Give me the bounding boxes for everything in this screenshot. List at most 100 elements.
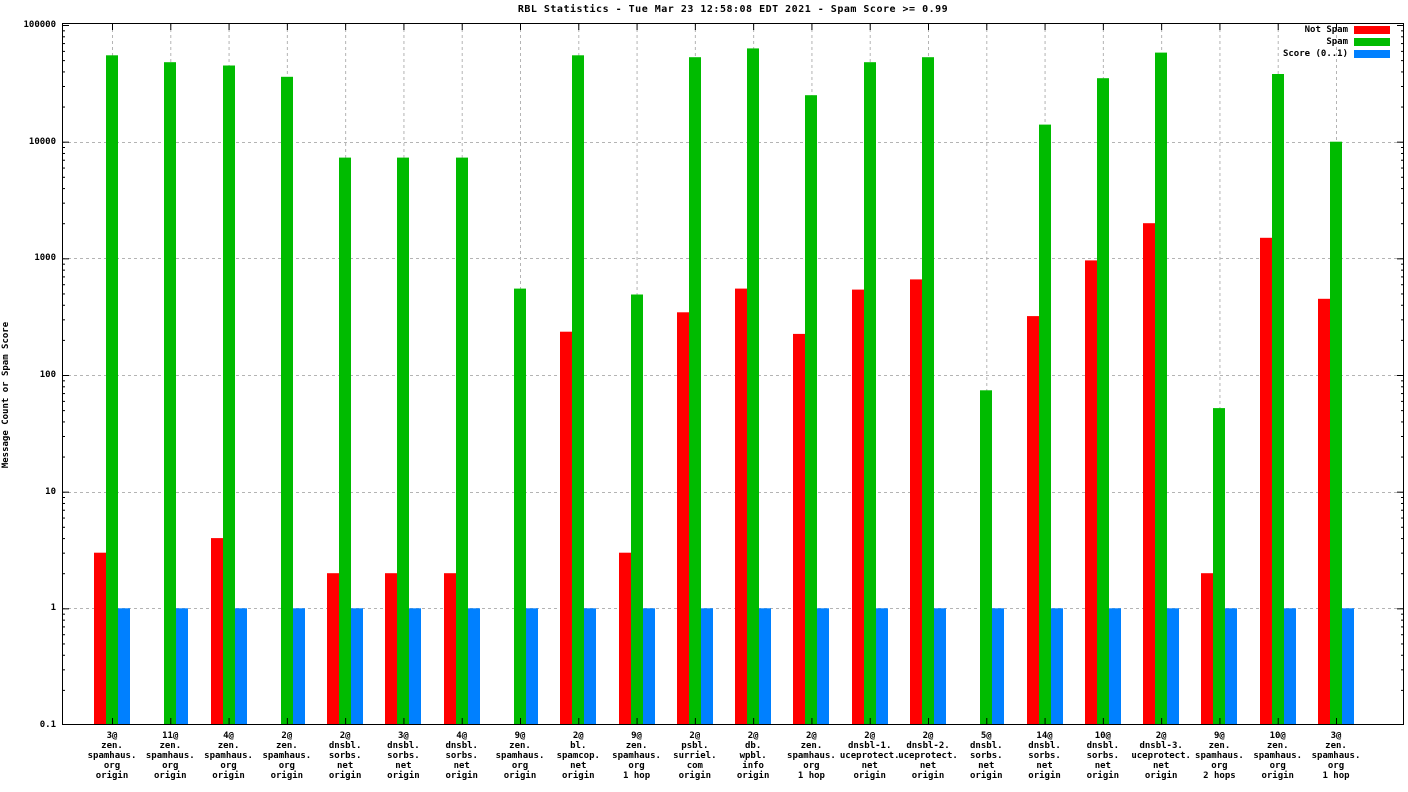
- bar-score-0-1: [817, 608, 829, 725]
- y-tick-label: 10: [45, 486, 56, 497]
- legend-label: Spam: [1326, 37, 1348, 47]
- chart-title: RBL Statistics - Tue Mar 23 12:58:08 EDT…: [517, 4, 949, 15]
- bar-spam: [1272, 74, 1284, 725]
- y-tick-label: 100000: [23, 20, 56, 30]
- x-category-label: 2@ psbl. surriel. com origin: [673, 731, 717, 781]
- bar-spam: [397, 157, 409, 725]
- bar-spam: [864, 62, 876, 725]
- bar-score-0-1: [701, 608, 713, 725]
- x-category-label: 9@ zen. spamhaus. org 2 hops: [1195, 731, 1244, 781]
- bar-not-spam: [1143, 223, 1155, 725]
- bar-not-spam: [793, 333, 805, 725]
- x-category-label: 5@ dnsbl. sorbs. net origin: [970, 731, 1003, 781]
- bar-spam: [1097, 78, 1109, 725]
- bar-not-spam: [385, 573, 397, 725]
- bar-spam: [281, 76, 293, 725]
- bar-spam: [106, 55, 118, 725]
- legend-swatch-score: [1354, 50, 1390, 58]
- x-category-label: 2@ bl. spamcop. net origin: [556, 731, 600, 781]
- bar-score-0-1: [759, 608, 771, 725]
- bar-score-0-1: [934, 608, 946, 725]
- bar-score-0-1: [584, 608, 596, 725]
- x-category-label: 10@ zen. spamhaus. org origin: [1253, 731, 1303, 781]
- bar-score-0-1: [1342, 608, 1354, 725]
- y-tick-label: 10000: [28, 136, 56, 147]
- legend-item-score: Score (0..1): [1283, 49, 1390, 59]
- y-tick-label: 1000: [34, 253, 56, 264]
- x-category-label: 14@ dnsbl. sorbs. net origin: [1028, 731, 1061, 781]
- bar-score-0-1: [876, 608, 888, 725]
- bar-not-spam: [1085, 260, 1097, 725]
- bar-not-spam: [327, 573, 339, 725]
- bar-score-0-1: [1167, 608, 1179, 725]
- bar-score-0-1: [235, 608, 247, 725]
- bar-spam: [689, 57, 701, 725]
- x-category-label: 9@ zen. spamhaus. org origin: [495, 731, 545, 781]
- bar-spam: [980, 390, 992, 725]
- bar-spam: [631, 294, 643, 725]
- legend-label: Score (0..1): [1282, 49, 1348, 59]
- legend-swatch-not-spam: [1354, 26, 1390, 34]
- x-category-label: 11@ zen. spamhaus. org origin: [145, 731, 195, 781]
- bar-spam: [922, 57, 934, 725]
- bar-score-0-1: [468, 608, 480, 725]
- plot-area: [62, 23, 1404, 725]
- x-category-label: 2@ zen. spamhaus. org 1 hop: [787, 731, 836, 781]
- bar-not-spam: [444, 573, 456, 725]
- bar-score-0-1: [992, 608, 1004, 725]
- bar-score-0-1: [1051, 608, 1063, 725]
- bar-score-0-1: [1284, 608, 1296, 725]
- bar-spam: [1330, 141, 1342, 725]
- bar-score-0-1: [293, 608, 305, 725]
- bar-not-spam: [1027, 316, 1039, 725]
- bar-score-0-1: [176, 608, 188, 725]
- x-category-label: 3@ zen. spamhaus. org 1 hop: [1311, 731, 1361, 781]
- y-tick-label: 1: [50, 603, 56, 614]
- bar-not-spam: [94, 552, 106, 725]
- bar-spam: [747, 48, 759, 725]
- bar-score-0-1: [409, 608, 421, 725]
- bar-spam: [339, 157, 351, 725]
- bar-spam: [572, 55, 584, 725]
- legend-item-spam: Spam: [1283, 37, 1390, 47]
- bar-score-0-1: [118, 608, 130, 725]
- bar-spam: [514, 288, 526, 725]
- x-category-label: 2@ dnsbl-1. uceprotect. net origin: [839, 731, 900, 781]
- x-category-label: 2@ zen. spamhaus. org origin: [262, 731, 312, 781]
- legend-label: Not Spam: [1304, 25, 1348, 35]
- legend-swatch-spam: [1354, 38, 1390, 46]
- bar-score-0-1: [351, 608, 363, 725]
- x-category-label: 10@ dnsbl. sorbs. net origin: [1086, 731, 1120, 781]
- y-axis-title: Message Count or Spam Score: [1, 321, 11, 469]
- bar-spam: [223, 65, 235, 725]
- bar-spam: [805, 95, 817, 725]
- x-category-label: 2@ dnsbl-2. uceprotect. net origin: [898, 731, 958, 781]
- bar-score-0-1: [526, 608, 538, 725]
- x-category-label: 2@ dnsbl. sorbs. net origin: [328, 731, 362, 781]
- x-category-label: 3@ dnsbl. sorbs. net origin: [387, 731, 420, 781]
- x-category-label: 9@ zen. spamhaus. org 1 hop: [612, 731, 661, 781]
- x-category-label: 2@ dnsbl-3. uceprotect. net origin: [1131, 731, 1191, 781]
- y-tick-label: 0.1: [39, 720, 56, 730]
- bar-not-spam: [560, 331, 572, 725]
- bar-not-spam: [677, 312, 689, 725]
- bar-spam: [456, 157, 468, 725]
- bar-spam: [1213, 408, 1225, 725]
- bar-spam: [1039, 124, 1051, 725]
- bar-score-0-1: [1109, 608, 1121, 725]
- bar-not-spam: [910, 279, 922, 725]
- bar-not-spam: [1260, 237, 1272, 725]
- bar-not-spam: [211, 538, 223, 725]
- x-category-label: 4@ dnsbl. sorbs. net origin: [445, 731, 478, 781]
- x-category-label: 2@ db. wpbl. info origin: [736, 731, 770, 781]
- bar-not-spam: [852, 289, 864, 725]
- legend: Not Spam Spam Score (0..1): [1283, 25, 1390, 59]
- x-category-label: 4@ zen. spamhaus. org origin: [204, 731, 253, 781]
- legend-item-not-spam: Not Spam: [1283, 25, 1390, 35]
- plot-border: [62, 23, 1404, 725]
- bar-not-spam: [1201, 573, 1213, 725]
- y-tick-label: 100: [39, 370, 56, 380]
- bar-not-spam: [735, 288, 747, 725]
- x-category-label: 3@ zen. spamhaus. org origin: [87, 731, 137, 781]
